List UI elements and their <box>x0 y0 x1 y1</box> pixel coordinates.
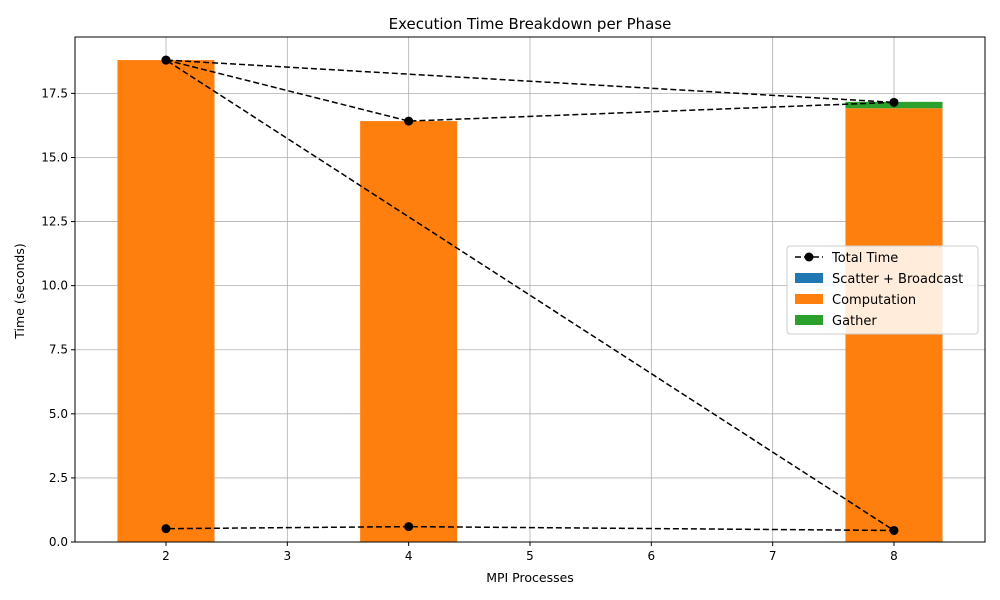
x-tick-label: 5 <box>526 549 534 563</box>
x-axis-label: MPI Processes <box>486 570 574 585</box>
total-time-marker <box>889 97 899 107</box>
x-tick-label: 7 <box>769 549 777 563</box>
bar-computation-4 <box>360 121 458 543</box>
legend-marker-swatch <box>804 252 814 262</box>
x-tick-label: 8 <box>890 549 898 563</box>
total-time-marker <box>889 525 899 535</box>
y-tick-label: 15.0 <box>41 150 68 164</box>
y-axis-ticks: 0.0 2.5 5.0 7.5 10.0 12.5 15.0 17.5 <box>41 86 75 549</box>
x-tick-label: 6 <box>648 549 656 563</box>
total-time-marker <box>161 55 171 65</box>
legend-swatch-computation <box>795 294 823 304</box>
legend: Total Time Scatter + Broadcast Computation… <box>786 245 979 335</box>
legend-label-computation: Computation <box>832 293 916 308</box>
y-tick-label: 5.0 <box>49 407 68 421</box>
x-axis-ticks: 2 3 4 5 6 7 8 <box>162 542 898 563</box>
y-tick-label: 10.0 <box>41 279 68 293</box>
x-tick-label: 2 <box>162 549 170 563</box>
y-tick-label: 0.0 <box>49 535 68 549</box>
total-time-marker <box>161 524 171 534</box>
total-time-marker <box>404 522 414 532</box>
legend-swatch-scatter-broadcast <box>795 273 823 283</box>
total-time-line <box>161 55 899 535</box>
y-tick-label: 17.5 <box>41 86 68 100</box>
x-tick-label: 3 <box>284 549 292 563</box>
total-time-marker <box>404 116 414 126</box>
legend-box <box>786 245 979 335</box>
y-tick-label: 7.5 <box>49 343 68 357</box>
legend-label-scatter-broadcast: Scatter + Broadcast <box>832 272 963 287</box>
y-tick-label: 2.5 <box>49 471 68 485</box>
bar-computation-2 <box>117 60 215 542</box>
x-tick-label: 4 <box>405 549 413 563</box>
chart-title: Execution Time Breakdown per Phase <box>389 15 672 33</box>
y-axis-label: Time (seconds) <box>12 243 27 339</box>
y-tick-label: 12.5 <box>41 215 68 229</box>
legend-swatch-gather <box>795 315 823 325</box>
legend-label-total-time: Total Time <box>831 251 898 266</box>
legend-label-gather: Gather <box>832 314 877 329</box>
bars <box>117 60 943 543</box>
